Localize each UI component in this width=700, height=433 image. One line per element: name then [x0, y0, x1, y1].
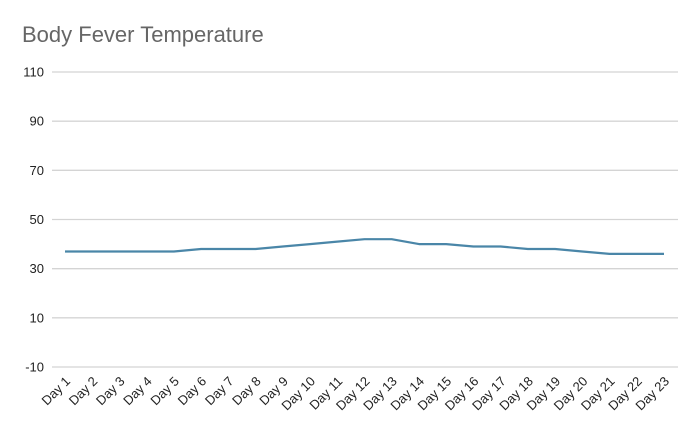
chart-title: Body Fever Temperature — [22, 22, 264, 47]
x-tick-label: Day 3 — [93, 374, 128, 409]
x-tick-label: Day 4 — [120, 374, 155, 409]
data-series — [65, 238, 664, 255]
y-tick-label: 90 — [30, 114, 44, 129]
series-line — [65, 238, 664, 255]
x-tick-label: Day 2 — [66, 374, 101, 409]
x-tick-label: Day 6 — [175, 374, 210, 409]
y-tick-label: -10 — [25, 360, 44, 375]
x-tick-label: Day 8 — [229, 374, 264, 409]
gridlines — [52, 71, 678, 368]
y-tick-label: 30 — [30, 261, 44, 276]
y-tick-label: 50 — [30, 212, 44, 227]
y-axis-labels: 110 90 70 50 30 10 -10 — [23, 65, 44, 375]
x-tick-label: Day 7 — [202, 374, 237, 409]
y-tick-label: 10 — [30, 310, 44, 325]
x-tick-label: Day 1 — [38, 374, 73, 409]
y-tick-label: 70 — [30, 163, 44, 178]
y-tick-label: 110 — [23, 65, 44, 80]
x-tick-label: Day 5 — [147, 374, 182, 409]
